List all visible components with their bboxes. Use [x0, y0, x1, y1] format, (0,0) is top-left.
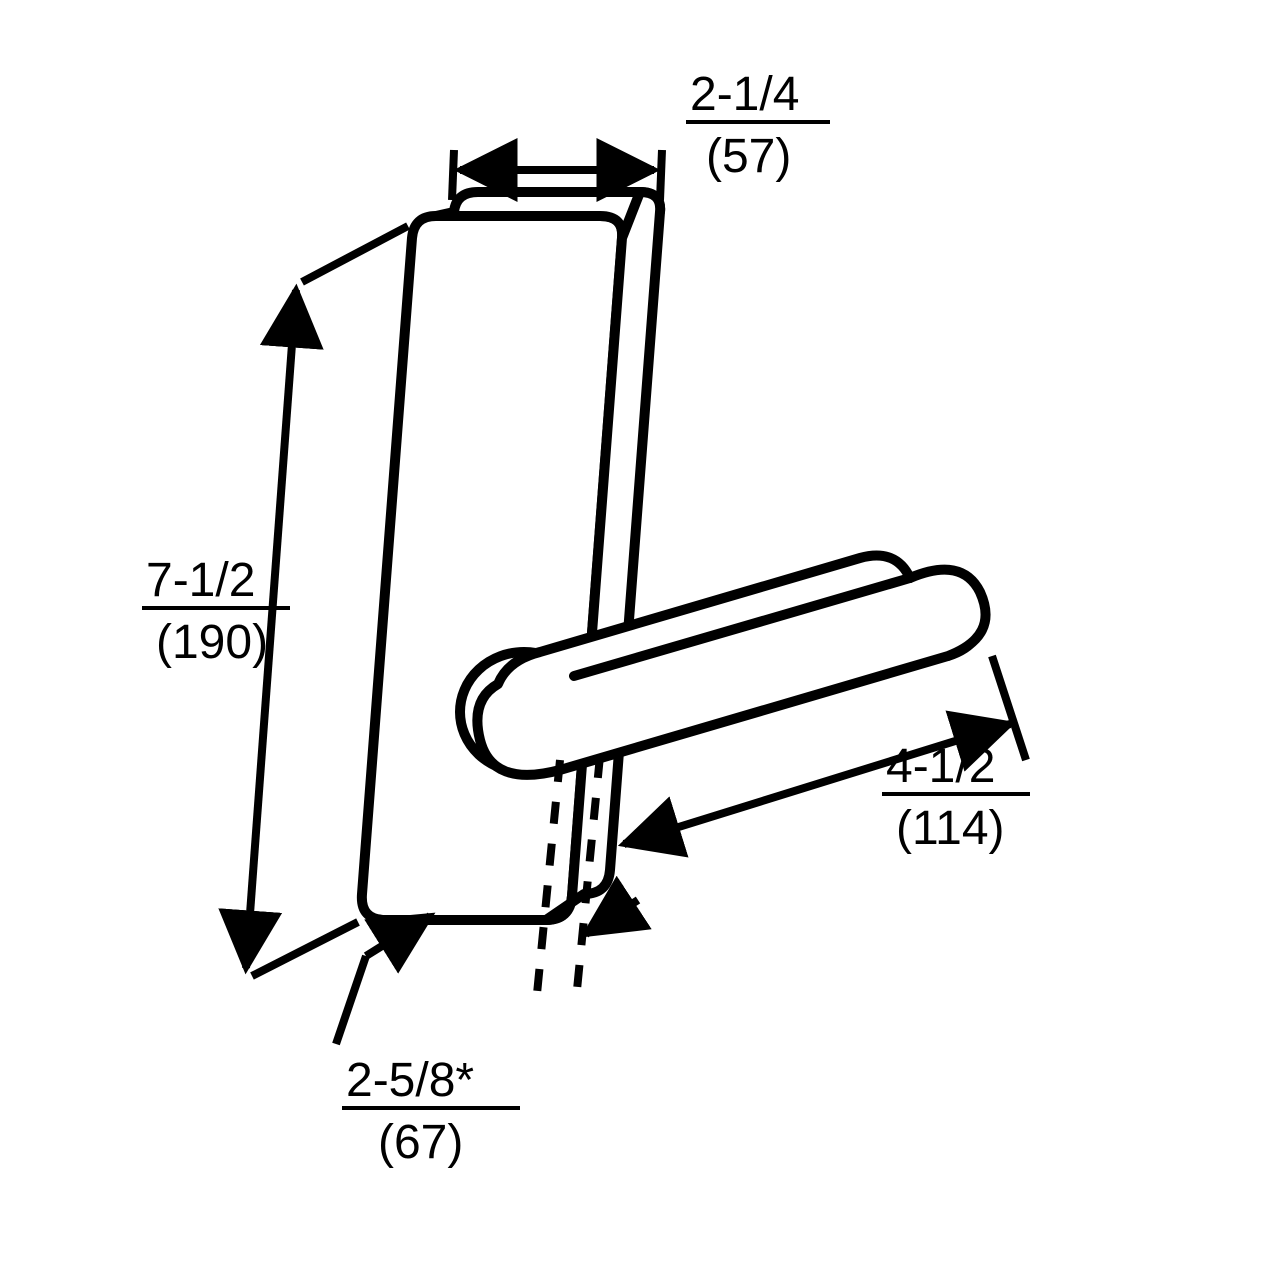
dim-backset-imperial: 2-5/8* [346, 1054, 474, 1107]
dimension-diagram: 2-1/4 (57) 7-1/2 (190) 4-1/2 (114) 2-5/8… [0, 0, 1280, 1280]
dim-width-metric: (57) [706, 130, 791, 183]
dim-width-imperial: 2-1/4 [690, 68, 799, 121]
dim-height-metric: (190) [156, 616, 268, 669]
dim-height-label: 7-1/2 (190) [142, 554, 290, 669]
dim-lever-label: 4-1/2 (114) [882, 740, 1030, 855]
dim-lever-imperial: 4-1/2 [886, 740, 995, 793]
dim-height-imperial: 7-1/2 [146, 554, 255, 607]
dim-width-label: 2-1/4 (57) [686, 68, 830, 183]
dim-lever-metric: (114) [896, 802, 1005, 855]
dim-backset-label: 2-5/8* (67) [342, 1054, 520, 1169]
escutcheon-plate [362, 192, 660, 920]
dim-backset-metric: (67) [378, 1116, 463, 1169]
